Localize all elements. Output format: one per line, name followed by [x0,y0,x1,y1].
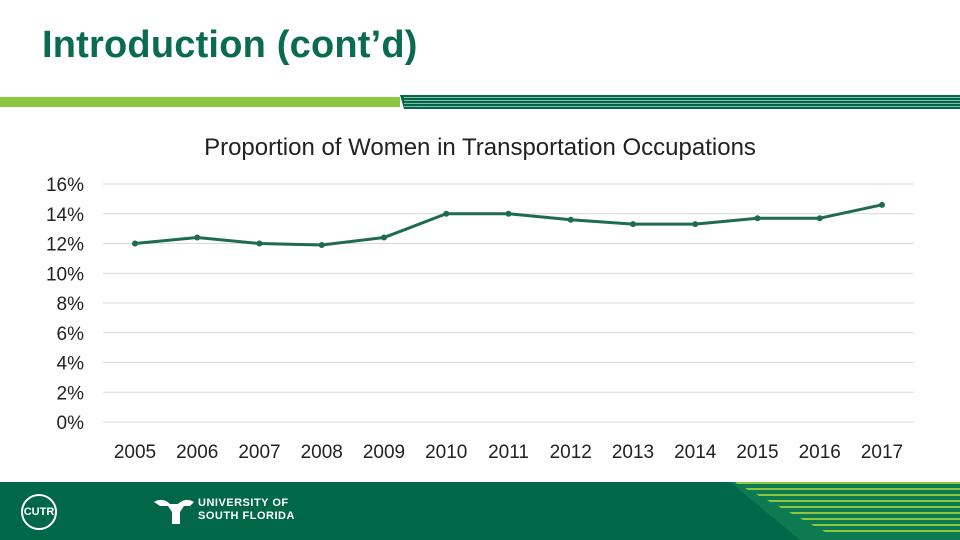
x-tick-label: 2005 [114,442,156,463]
data-point [194,234,201,241]
data-point [567,216,574,223]
data-point [256,240,263,247]
data-point [630,221,636,228]
x-tick-label: 2007 [238,442,280,463]
x-tick-label: 2011 [488,442,529,463]
y-tick-label: 12% [46,235,84,256]
usf-wordmark: UNIVERSITY OF SOUTH FLORIDA [198,497,295,523]
x-tick-label: 2006 [176,442,218,463]
cutr-logo: CUTR [21,494,57,530]
y-tick-label: 14% [46,205,84,226]
y-tick-label: 0% [57,413,85,434]
x-tick-label: 2017 [861,442,903,463]
x-tick-label: 2008 [301,442,343,463]
data-point [692,221,699,228]
footer-bar: CUTR UNIVERSITY OF SOUTH FLORIDA [0,482,960,540]
data-point [879,201,885,208]
x-tick-label: 2015 [736,442,778,463]
usf-line2: SOUTH FLORIDA [198,510,295,522]
y-tick-label: 16% [46,175,84,196]
data-point [381,234,387,241]
data-point [132,240,138,247]
x-tick-label: 2016 [799,442,841,463]
footer-stripes [730,482,960,540]
x-tick-label: 2014 [674,442,717,463]
data-point [816,215,823,222]
data-point [754,215,761,222]
usf-line1: UNIVERSITY OF [198,497,289,509]
data-point [505,210,512,217]
x-tick-label: 2012 [550,442,592,463]
y-tick-label: 8% [57,294,85,315]
usf-bull-logo-icon [154,499,194,524]
chart-plot: 0% 2% 4% 6% 8% 10% 12% 14% 16% 2005 2006 2007 2008 20… [46,175,914,463]
data-point [443,210,450,217]
y-tick-label: 2% [57,383,85,404]
chart-title: Proportion of Women in Transportation Oc… [204,134,756,161]
x-tick-label: 2010 [425,442,467,463]
slide-title: Introduction (cont’d) [42,24,418,66]
x-tick-label: 2013 [612,442,654,463]
line-chart: Proportion of Women in Transportation Oc… [0,120,960,480]
y-tick-label: 6% [57,324,85,345]
y-tick-label: 4% [57,354,85,375]
data-point [318,241,325,248]
y-tick-label: 10% [46,264,84,285]
x-tick-label: 2009 [363,442,405,463]
header-divider-band [0,95,960,109]
